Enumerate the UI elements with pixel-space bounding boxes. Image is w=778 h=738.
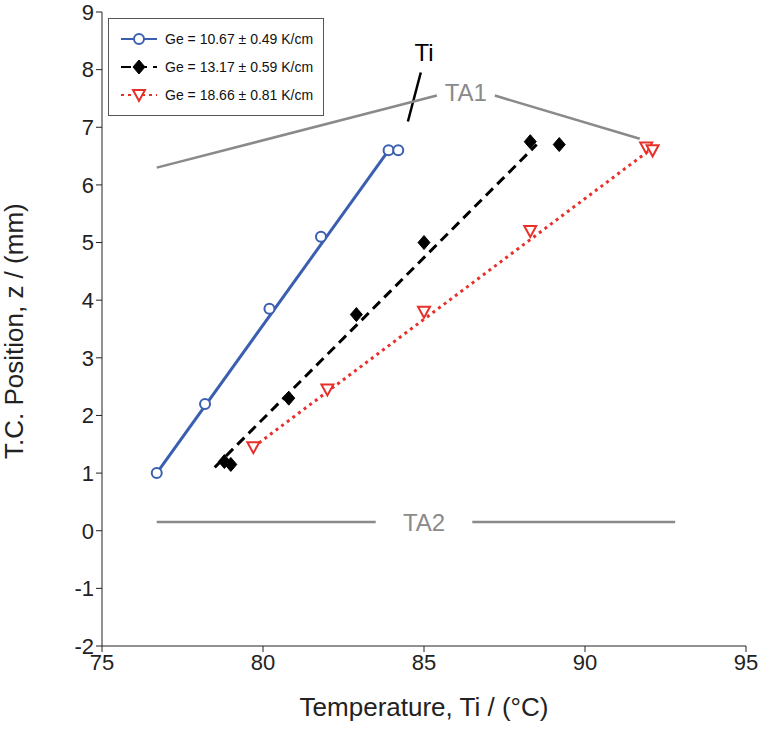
- svg-text:TA1: TA1: [445, 79, 487, 106]
- svg-text:80: 80: [251, 650, 275, 675]
- svg-text:TA2: TA2: [403, 509, 445, 536]
- svg-text:4: 4: [82, 288, 94, 313]
- svg-text:75: 75: [89, 649, 115, 675]
- svg-text:6: 6: [82, 173, 94, 198]
- svg-text:5: 5: [82, 230, 94, 255]
- svg-text:-1: -1: [74, 576, 94, 601]
- svg-text:9: 9: [82, 0, 94, 25]
- svg-text:85: 85: [412, 650, 436, 675]
- svg-text:3: 3: [82, 346, 94, 371]
- svg-text:T.C. Position, z / (mm): T.C. Position, z / (mm): [0, 203, 29, 459]
- svg-text:-2: -2: [74, 634, 94, 659]
- svg-text:95: 95: [734, 650, 758, 675]
- svg-text:2: 2: [82, 403, 94, 428]
- svg-text:90: 90: [573, 650, 597, 675]
- svg-text:Ti: Ti: [414, 39, 433, 66]
- html-text:Ge = 10.67 ± 0.49 K/cm: Ge = 10.67 ± 0.49 K/cm: [165, 31, 314, 47]
- svg-text:0: 0: [82, 519, 94, 544]
- svg-text:Temperature, Ti / (°C): Temperature, Ti / (°C): [300, 692, 549, 722]
- svg-text:8: 8: [82, 57, 94, 82]
- html-text:Ge = 18.66 ± 0.81 K/cm: Ge = 18.66 ± 0.81 K/cm: [165, 87, 314, 103]
- html-text:Ge = 13.17 ± 0.59 K/cm: Ge = 13.17 ± 0.59 K/cm: [165, 59, 314, 75]
- svg-text:7: 7: [82, 115, 94, 140]
- svg-text:1: 1: [82, 461, 94, 486]
